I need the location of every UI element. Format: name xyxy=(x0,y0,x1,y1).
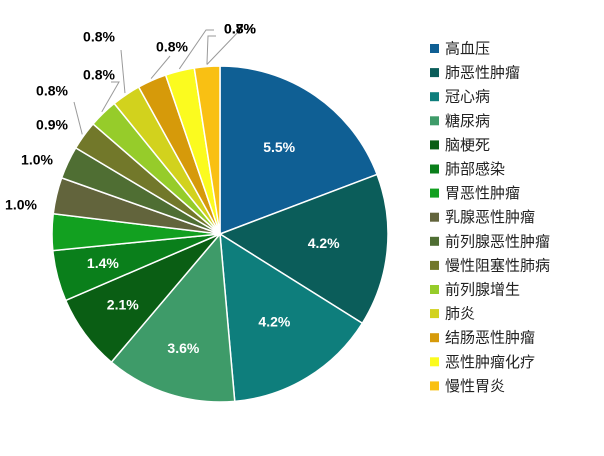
legend-label-12: 肺炎 xyxy=(445,305,475,323)
data-label-6: 1.4% xyxy=(87,255,119,271)
legend-label-4: 糖尿病 xyxy=(445,112,490,130)
legend-label-5: 脑梗死 xyxy=(445,136,490,154)
data-label-5: 2.1% xyxy=(107,297,139,313)
pie-slice-1 xyxy=(219,65,379,236)
data-label-12: 0.8% xyxy=(83,29,115,45)
data-label-7: 1.0% xyxy=(5,197,37,213)
legend-label-1: 高血压 xyxy=(445,40,490,58)
legend-swatch-10 xyxy=(430,260,439,270)
legend-label-13: 结肠恶性肿瘤 xyxy=(445,329,535,347)
legend-swatch-6 xyxy=(430,164,439,174)
data-label-8: 1.0% xyxy=(21,152,53,168)
pie-slice-4 xyxy=(110,232,236,403)
data-label-2: 4.2% xyxy=(308,235,340,251)
data-label-10: 0.8% xyxy=(36,83,68,99)
leader-line-13 xyxy=(150,55,171,79)
leader-line-15 xyxy=(206,35,216,65)
leader-line-14 xyxy=(178,29,214,70)
legend-label-7: 胃恶性肿瘤 xyxy=(445,184,520,202)
legend-swatch-4 xyxy=(430,116,439,126)
legend-label-3: 冠心病 xyxy=(445,88,490,106)
legend-swatch-14 xyxy=(430,357,439,367)
data-label-11: 0.8% xyxy=(83,67,115,83)
data-label-1: 5.5% xyxy=(263,139,295,155)
data-label-4: 3.6% xyxy=(167,340,199,356)
legend: 高血压肺恶性肿瘤冠心病糖尿病脑梗死肺部感染胃恶性肿瘤乳腺恶性肿瘤前列腺恶性肿瘤慢… xyxy=(430,40,550,395)
legend-swatch-8 xyxy=(430,212,439,222)
leader-line-15 xyxy=(206,29,241,65)
legend-swatch-3 xyxy=(430,92,439,102)
legend-label-14: 恶性肿瘤化疗 xyxy=(445,353,535,371)
data-label-3: 4.2% xyxy=(258,314,290,330)
pie-slices xyxy=(51,65,389,403)
legend-swatch-5 xyxy=(430,140,439,150)
legend-swatch-1 xyxy=(430,44,439,53)
legend-label-11: 前列腺增生 xyxy=(445,281,520,299)
data-label-9: 0.9% xyxy=(36,117,68,133)
data-label-14: 0.8% xyxy=(224,21,256,37)
legend-label-6: 肺部感染 xyxy=(445,160,505,178)
legend-swatch-11 xyxy=(430,285,439,294)
legend-swatch-9 xyxy=(430,236,439,246)
pie-slice-15 xyxy=(193,65,221,235)
pie-slice-2 xyxy=(218,173,389,325)
legend-label-15: 慢性胃炎 xyxy=(445,377,505,395)
leader-line-11 xyxy=(101,81,120,113)
legend-label-2: 肺恶性肿瘤 xyxy=(445,64,520,82)
leader-line-10 xyxy=(73,101,83,135)
leader-lines xyxy=(73,29,241,135)
leader-line-12 xyxy=(120,49,126,94)
data-label-15: 0.7% xyxy=(224,21,256,37)
pie-slice-3 xyxy=(219,232,364,403)
legend-swatch-7 xyxy=(430,188,439,198)
legend-label-9: 前列腺恶性肿瘤 xyxy=(445,232,550,250)
legend-label-8: 乳腺恶性肿瘤 xyxy=(445,208,535,226)
legend-swatch-13 xyxy=(430,333,439,343)
legend-label-10: 慢性阻塞性肺病 xyxy=(445,256,550,274)
legend-swatch-12 xyxy=(430,309,439,319)
data-labels: 5.5% 4.2% 4.2% 3.6% 2.1% 1.4% 1.0% 1.0% 0.9% 0.8%… xyxy=(5,21,340,356)
data-label-13: 0.8% xyxy=(156,39,188,55)
legend-swatch-2 xyxy=(430,68,439,78)
legend-swatch-15 xyxy=(430,381,439,391)
